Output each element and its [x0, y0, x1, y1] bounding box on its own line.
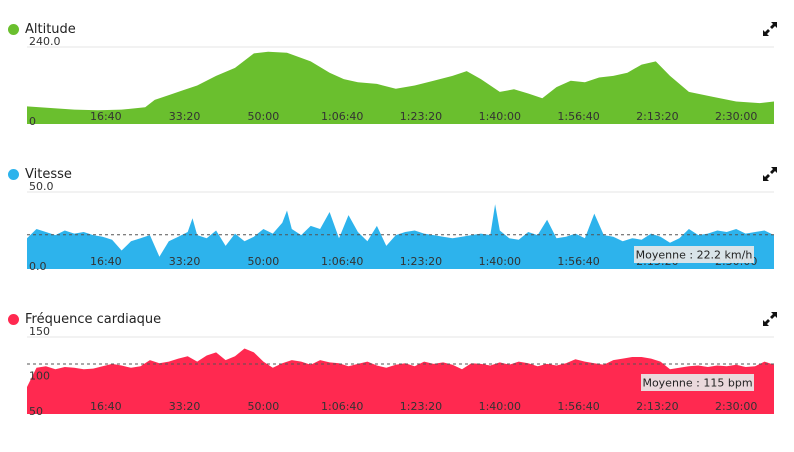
expand-icon[interactable]	[762, 311, 778, 327]
heart-rate-legend-dot	[8, 313, 19, 325]
series-area	[27, 51, 774, 124]
heart-rate-chart: 150 100 50 16:40 33:20 50:00 1:06:40 1:23:20 1:4…	[27, 325, 774, 418]
average-label-box	[641, 374, 754, 391]
x-tick-label: 16:40	[90, 400, 122, 413]
speed-panel: Vitesse 50.0 0.0 16:40 33:20 50:00 1:06:40 1:2…	[0, 162, 794, 307]
x-tick-label: 1:23:20	[400, 255, 442, 268]
altitude-chart: 240.0 0 16:40 33:20 50:00 1:06:40 1:23:20 1:40:…	[27, 35, 774, 128]
series-area	[27, 204, 774, 269]
x-tick-label: 2:13:20	[636, 110, 678, 123]
x-tick-label: 50:00	[248, 255, 280, 268]
speed-legend-dot	[8, 168, 19, 180]
y-tick-label: 150	[29, 325, 50, 338]
x-tick-label: 33:20	[169, 400, 201, 413]
x-tick-label: 1:56:40	[557, 255, 599, 268]
speed-title: Vitesse	[25, 166, 72, 182]
x-tick-label: 16:40	[90, 255, 122, 268]
altitude-legend-dot	[8, 23, 19, 35]
x-tick-label: 1:40:00	[479, 110, 521, 123]
heart-rate-title: Fréquence cardiaque	[25, 311, 162, 327]
y-tick-label: 100	[29, 370, 50, 383]
x-tick-label: 2:30:00	[715, 110, 757, 123]
y-tick-label: 50.0	[29, 180, 54, 193]
x-tick-label: 1:06:40	[321, 255, 363, 268]
x-tick-label: 2:30:00	[715, 400, 757, 413]
y-tick-label: 240.0	[29, 35, 61, 48]
altitude-header: Altitude	[8, 17, 76, 41]
heart-rate-panel: Fréquence cardiaque 150 100 50 16:40 33:20 50…	[0, 307, 794, 452]
speed-chart: 50.0 0.0 16:40 33:20 50:00 1:06:40 1:23:20 1:40…	[27, 180, 774, 273]
y-tick-label: 0.0	[29, 260, 47, 273]
average-label-box	[634, 246, 754, 263]
average-label: Moyenne : 115 bpm	[642, 377, 752, 390]
x-tick-label: 1:06:40	[321, 110, 363, 123]
x-tick-label: 1:23:20	[400, 110, 442, 123]
x-tick-label: 1:23:20	[400, 400, 442, 413]
x-tick-label: 33:20	[169, 110, 201, 123]
x-tick-label: 2:13:20	[636, 400, 678, 413]
y-tick-label: 50	[29, 405, 43, 418]
x-tick-label: 1:40:00	[479, 255, 521, 268]
expand-icon[interactable]	[762, 166, 778, 182]
expand-icon[interactable]	[762, 21, 778, 37]
speed-header: Vitesse	[8, 162, 72, 186]
x-tick-label: 1:56:40	[557, 110, 599, 123]
x-tick-label: 16:40	[90, 110, 122, 123]
heart-rate-header: Fréquence cardiaque	[8, 307, 161, 331]
x-tick-label: 1:40:00	[479, 400, 521, 413]
x-tick-label: 50:00	[248, 110, 280, 123]
x-tick-label: 1:56:40	[557, 400, 599, 413]
series-area	[27, 348, 774, 414]
y-tick-label: 0	[29, 115, 36, 128]
x-tick-label: 1:06:40	[321, 400, 363, 413]
altitude-title: Altitude	[25, 21, 76, 37]
altitude-panel: Altitude 240.0 0 16:40 33:20 50:00 1:06:40 1:2…	[0, 17, 794, 162]
average-label: Moyenne : 22.2 km/h	[636, 249, 753, 262]
x-tick-label: 33:20	[169, 255, 201, 268]
x-tick-label: 50:00	[248, 400, 280, 413]
